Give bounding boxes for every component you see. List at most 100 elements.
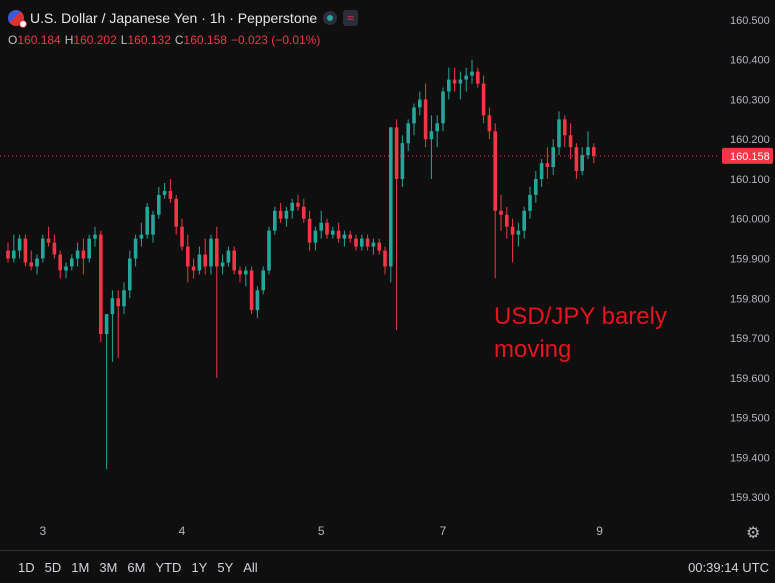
candle-body[interactable]: [394, 127, 399, 179]
candle-body[interactable]: [568, 135, 573, 148]
candle-body[interactable]: [209, 238, 213, 267]
candle-body[interactable]: [365, 238, 370, 247]
candle-body[interactable]: [452, 79, 457, 84]
range-all[interactable]: All: [243, 559, 258, 575]
candle-body[interactable]: [99, 234, 103, 335]
candle-body[interactable]: [122, 290, 126, 307]
candle-body[interactable]: [186, 246, 190, 267]
candle-body[interactable]: [296, 202, 300, 207]
range-3m[interactable]: 3M: [99, 559, 118, 575]
candle-body[interactable]: [151, 214, 155, 235]
candle-body[interactable]: [23, 238, 28, 263]
candle-body[interactable]: [267, 230, 271, 271]
candle-body[interactable]: [447, 79, 451, 92]
candle-body[interactable]: [325, 222, 329, 235]
candle-body[interactable]: [574, 147, 579, 172]
candle-body[interactable]: [377, 242, 381, 251]
candle-body[interactable]: [128, 258, 132, 291]
candle-body[interactable]: [139, 234, 144, 239]
candle-body[interactable]: [238, 270, 242, 275]
range-1m[interactable]: 1M: [71, 559, 90, 575]
candle-body[interactable]: [429, 131, 434, 140]
candle-body[interactable]: [435, 123, 439, 132]
candle-body[interactable]: [423, 99, 428, 140]
candle-body[interactable]: [249, 270, 254, 311]
candle-body[interactable]: [215, 238, 219, 267]
candle-body[interactable]: [418, 99, 422, 108]
candle-body[interactable]: [551, 147, 555, 168]
candle-body[interactable]: [493, 131, 497, 211]
candle-body[interactable]: [476, 71, 480, 84]
candle-body[interactable]: [400, 143, 405, 179]
candle-body[interactable]: [348, 234, 352, 239]
candle-body[interactable]: [180, 226, 184, 247]
candle-body[interactable]: [75, 250, 80, 259]
candle-body[interactable]: [191, 266, 196, 271]
candle-body[interactable]: [6, 250, 10, 259]
candle-body[interactable]: [29, 262, 33, 267]
candle-body[interactable]: [232, 250, 236, 271]
candle-body[interactable]: [586, 147, 590, 156]
candle-body[interactable]: [528, 194, 532, 211]
candle-body[interactable]: [197, 254, 202, 271]
candle-body[interactable]: [313, 230, 318, 243]
candle-body[interactable]: [383, 250, 387, 267]
candle-body[interactable]: [52, 242, 57, 255]
candle-body[interactable]: [406, 123, 410, 144]
candle-body[interactable]: [516, 230, 521, 235]
candle-body[interactable]: [58, 254, 62, 271]
candle-body[interactable]: [70, 258, 74, 267]
candle-body[interactable]: [319, 222, 323, 231]
candle-body[interactable]: [302, 206, 306, 219]
candle-body[interactable]: [481, 83, 486, 116]
candle-body[interactable]: [336, 230, 341, 239]
candle-body[interactable]: [464, 75, 468, 80]
range-5d[interactable]: 5D: [44, 559, 62, 575]
candle-body[interactable]: [534, 178, 538, 195]
candle-body[interactable]: [522, 210, 526, 231]
range-1y[interactable]: 1Y: [191, 559, 208, 575]
candle-body[interactable]: [162, 190, 167, 195]
candle-body[interactable]: [104, 314, 109, 335]
candle-body[interactable]: [46, 238, 51, 243]
range-1d[interactable]: 1D: [18, 559, 35, 575]
gear-icon[interactable]: ⚙: [746, 525, 761, 542]
candle-body[interactable]: [331, 230, 335, 235]
candle-body[interactable]: [116, 298, 120, 307]
candle-body[interactable]: [64, 266, 68, 271]
candle-body[interactable]: [87, 238, 91, 259]
candle-body[interactable]: [273, 210, 277, 231]
symbol-title[interactable]: U.S. Dollar / Japanese Yen · 1h · Pepper…: [30, 10, 318, 26]
candle-body[interactable]: [203, 254, 207, 267]
candle-body[interactable]: [557, 119, 561, 148]
candle-body[interactable]: [35, 258, 39, 267]
utc-clock[interactable]: 00:39:14 UTC: [688, 559, 769, 575]
candle-body[interactable]: [441, 91, 445, 124]
candle-body[interactable]: [226, 250, 231, 263]
candle-body[interactable]: [93, 234, 97, 239]
range-6m[interactable]: 6M: [127, 559, 146, 575]
candle-body[interactable]: [458, 79, 463, 84]
candle-body[interactable]: [110, 298, 115, 315]
price-chart[interactable]: 160.500 160.400 160.300 160.200 160.100 160.0…: [0, 0, 775, 550]
candle-body[interactable]: [470, 71, 474, 76]
candle-body[interactable]: [41, 238, 45, 259]
candle-body[interactable]: [487, 115, 492, 132]
candle-body[interactable]: [307, 218, 312, 243]
candle-body[interactable]: [81, 250, 86, 259]
indicator-badge[interactable]: ≈: [343, 10, 358, 26]
candle-body[interactable]: [499, 210, 503, 215]
candle-body[interactable]: [145, 206, 149, 235]
candle-body[interactable]: [360, 238, 364, 247]
candle-body[interactable]: [592, 147, 596, 156]
candle-body[interactable]: [412, 107, 416, 124]
candle-body[interactable]: [168, 190, 173, 199]
candle-body[interactable]: [505, 214, 509, 227]
candle-body[interactable]: [563, 119, 567, 136]
candle-body[interactable]: [244, 270, 248, 275]
range-ytd[interactable]: YTD: [155, 559, 182, 575]
candle-body[interactable]: [290, 202, 294, 211]
candle-body[interactable]: [220, 262, 225, 267]
candle-body[interactable]: [278, 210, 283, 219]
candle-body[interactable]: [261, 270, 265, 291]
